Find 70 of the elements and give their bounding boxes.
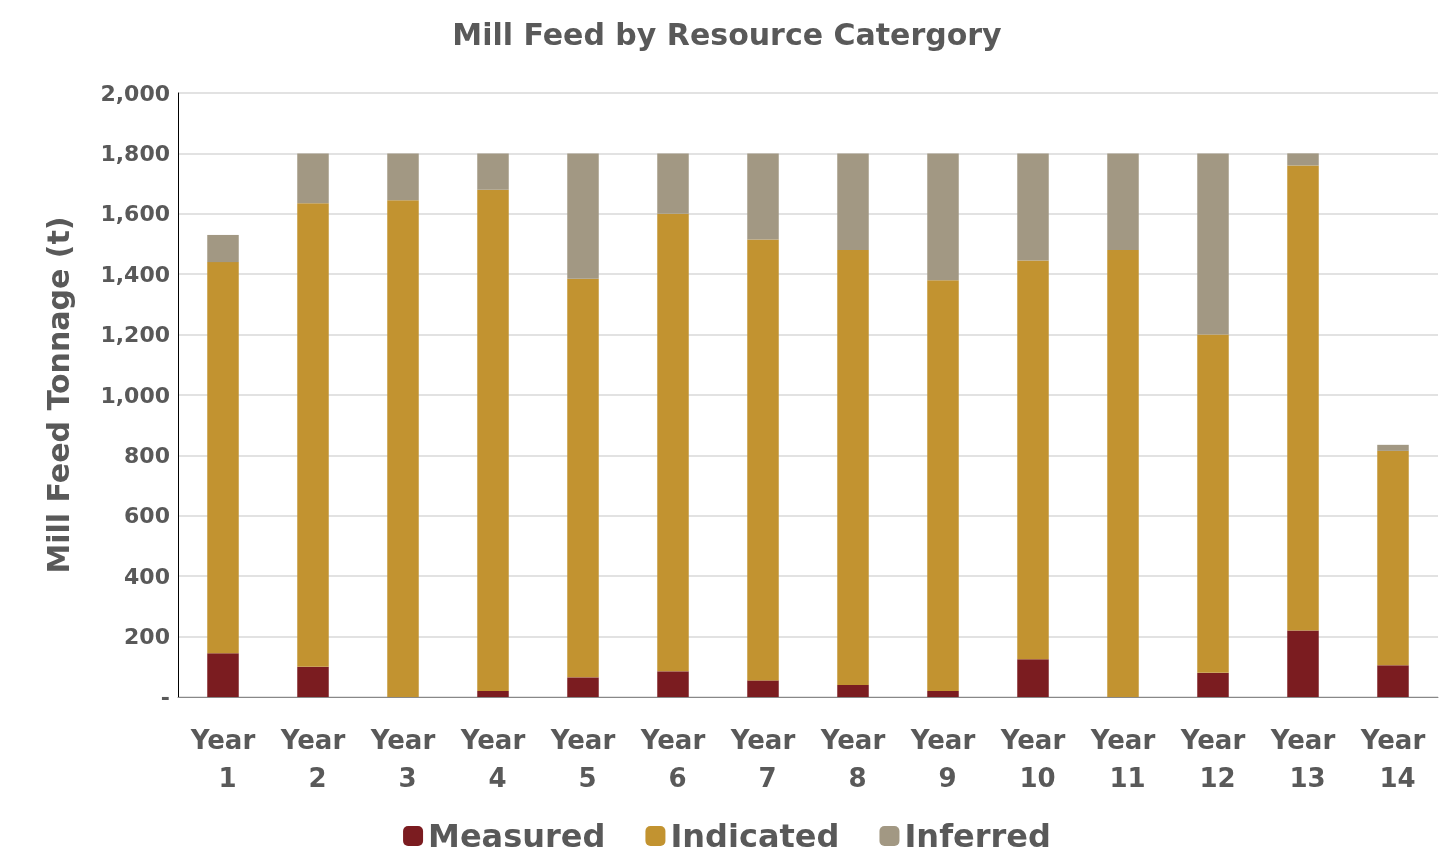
y-tick-label: - (160, 684, 170, 710)
bar (837, 684, 869, 697)
bar (927, 153, 959, 281)
legend-label: Measured (428, 817, 606, 855)
bar (657, 213, 689, 672)
bar (387, 200, 419, 697)
x-tick-label: Year 4 (459, 725, 526, 793)
bar (297, 203, 329, 667)
bar (207, 653, 239, 697)
x-tick-label: Year 10 (999, 725, 1066, 793)
bar (1377, 665, 1409, 697)
x-tick-label: Year 1 (189, 725, 256, 793)
bar (1017, 659, 1049, 697)
x-tick-label: Year 9 (909, 725, 976, 793)
bar (477, 153, 509, 190)
bar (837, 153, 869, 251)
bar (207, 234, 239, 263)
bar (297, 666, 329, 697)
bar (747, 680, 779, 697)
x-tick-label: Year 13 (1269, 725, 1336, 793)
x-tick-label: Year 8 (819, 725, 886, 793)
bar (1287, 630, 1319, 697)
bar (657, 671, 689, 697)
y-tick-label: 1,200 (100, 322, 170, 348)
y-axis-title: Mill Feed Tonnage (t) (40, 216, 76, 574)
y-tick-label: 1,800 (100, 140, 170, 166)
bar (567, 278, 599, 678)
bar (207, 262, 239, 654)
y-tick-label: 600 (124, 503, 170, 529)
bar (1197, 153, 1229, 335)
bar (567, 153, 599, 279)
bar (477, 189, 509, 691)
bar (837, 250, 869, 685)
x-tick-label: Year 12 (1179, 725, 1246, 793)
y-tick-label: 400 (124, 563, 170, 589)
bar (657, 153, 689, 214)
y-tick-label: 800 (124, 442, 170, 468)
y-tick-label: 1,000 (100, 382, 170, 408)
bar (477, 690, 509, 697)
bar (1197, 334, 1229, 673)
legend-label: Inferred (904, 817, 1051, 855)
bar (297, 153, 329, 204)
bar (1377, 450, 1409, 666)
x-tick-label: Year 3 (369, 725, 436, 793)
x-tick-label: Year 2 (279, 725, 346, 793)
bar (1107, 153, 1139, 251)
y-tick-label: 200 (124, 624, 170, 650)
y-tick-label: 2,000 (100, 80, 170, 106)
chart-title: Mill Feed by Resource Catergory (452, 16, 1003, 52)
bar (747, 153, 779, 240)
x-tick-label: Year 14 (1359, 725, 1426, 793)
bar (567, 677, 599, 697)
x-tick-label: Year 11 (1089, 725, 1156, 793)
x-tick-label: Year 5 (549, 725, 616, 793)
x-tick-label: Year 6 (639, 725, 706, 793)
bar (1377, 444, 1409, 451)
y-tick-label: 1,600 (100, 201, 170, 227)
bar (1107, 250, 1139, 697)
bar (1017, 153, 1049, 261)
y-tick-label: 1,400 (100, 261, 170, 287)
bar (1017, 260, 1049, 660)
x-tick-label: Year 7 (729, 725, 796, 793)
bar (927, 690, 959, 697)
bar (1287, 165, 1319, 631)
legend-label: Indicated (670, 817, 840, 855)
bar (927, 280, 959, 691)
bar (387, 153, 419, 201)
bar (1287, 153, 1319, 166)
bar (1197, 672, 1229, 697)
bar (747, 239, 779, 681)
